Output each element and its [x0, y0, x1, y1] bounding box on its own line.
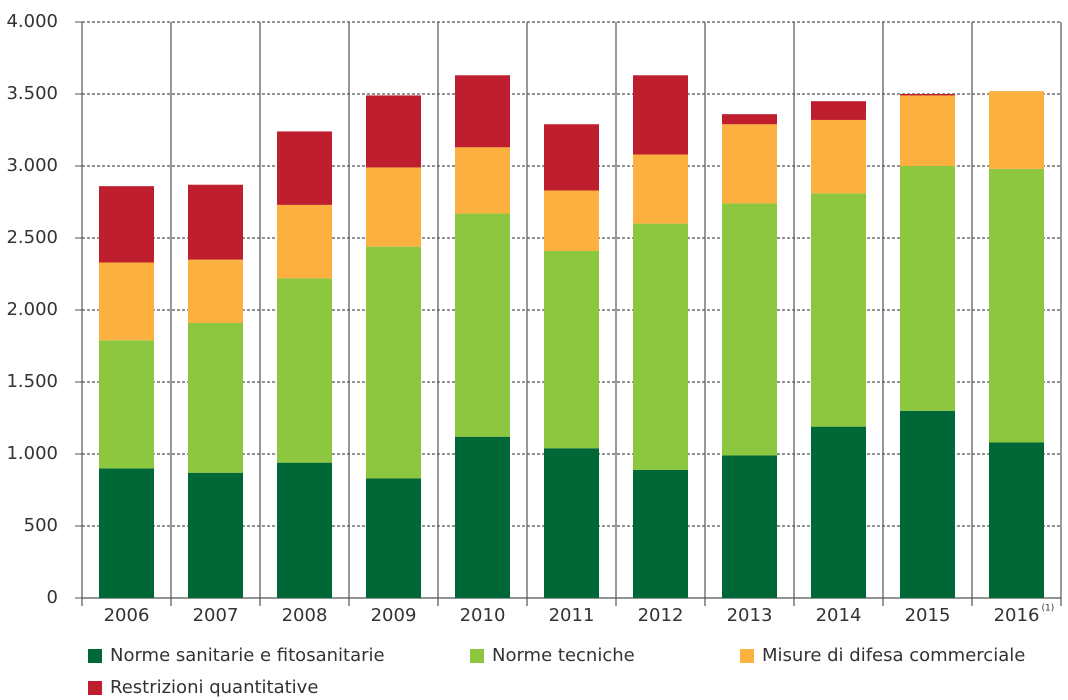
bar-segment [455, 213, 510, 437]
bar-segment [544, 124, 599, 191]
bar-segment [277, 131, 332, 205]
bar-segment [277, 204, 332, 279]
bar-segment [544, 448, 599, 598]
legend-swatch [470, 649, 484, 663]
bar-segment [277, 278, 332, 463]
legend-label: Restrizioni quantitative [110, 677, 318, 698]
bar-segment [900, 94, 955, 96]
bar-segment [455, 147, 510, 214]
bar-segment [633, 75, 688, 155]
bar-segment [633, 469, 688, 598]
bar-segment [277, 462, 332, 598]
bar-segment [366, 167, 421, 247]
x-tick-label: 2007 [193, 605, 239, 626]
bar-segment [188, 259, 243, 323]
bar-segment [811, 119, 866, 194]
x-tick-label: 2012 [638, 605, 684, 626]
x-tick-label: 2014 [816, 605, 862, 626]
x-tick-label: 2006 [104, 605, 150, 626]
bar-segment [722, 203, 777, 456]
y-tick-label: 500 [24, 515, 58, 536]
bar-segment [99, 340, 154, 469]
y-tick-label: 2.500 [6, 227, 58, 248]
y-tick-label: 1.000 [6, 443, 58, 464]
legend-swatch [740, 649, 754, 663]
y-tick-label: 2.000 [6, 299, 58, 320]
x-tick-label: 2011 [549, 605, 595, 626]
legend-label: Norme tecniche [492, 645, 635, 666]
bar-segment [99, 262, 154, 341]
bar-segment [366, 478, 421, 598]
bar-segment [722, 455, 777, 598]
bar-segment [633, 154, 688, 224]
bar-segment [900, 410, 955, 598]
annotation: (1) [1042, 604, 1055, 614]
y-tick-label: 1.500 [6, 371, 58, 392]
x-tick-label: 2008 [282, 605, 328, 626]
x-tick-label: 2013 [727, 605, 773, 626]
bar-segment [722, 124, 777, 204]
bar-segment [188, 472, 243, 598]
bar-segment [989, 168, 1044, 443]
bar-segment [722, 114, 777, 125]
bar-segment [455, 436, 510, 598]
bar-segment [811, 101, 866, 120]
x-tick-label: 2015 [905, 605, 951, 626]
bar-segment [811, 193, 866, 427]
bar-segment [455, 75, 510, 148]
bar-segment [811, 426, 866, 598]
y-tick-label: 3.000 [6, 155, 58, 176]
bar-segment [544, 190, 599, 251]
x-tick-label: 2009 [371, 605, 417, 626]
bar-segment [188, 322, 243, 473]
bar-segment [900, 166, 955, 411]
bar-segment [366, 95, 421, 168]
y-tick-label: 0 [47, 587, 58, 608]
bar-segment [989, 442, 1044, 598]
x-tick-label: 2016 [994, 605, 1040, 626]
bar-segment [188, 184, 243, 260]
bar-segment [99, 468, 154, 598]
legend-label: Misure di difesa commerciale [762, 645, 1025, 666]
bar-segment [633, 223, 688, 470]
y-tick-label: 4.000 [6, 11, 58, 32]
bar-segment [989, 91, 1044, 169]
bar-segment [544, 250, 599, 449]
bar-segment [366, 246, 421, 479]
legend-swatch [88, 681, 102, 695]
y-tick-label: 3.500 [6, 83, 58, 104]
legend-swatch [88, 649, 102, 663]
bar-segment [900, 95, 955, 166]
x-tick-label: 2010 [460, 605, 506, 626]
bar-segment [99, 186, 154, 263]
legend-label: Norme sanitarie e fitosanitarie [110, 645, 385, 666]
